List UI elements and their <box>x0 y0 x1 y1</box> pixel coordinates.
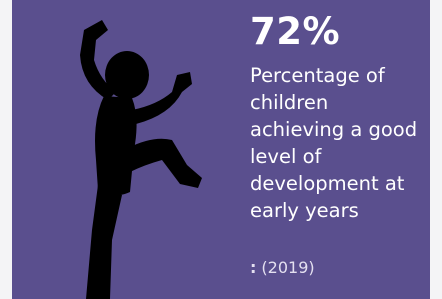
stat-value: 72% <box>250 10 340 53</box>
note-prefix: : <box>250 258 256 277</box>
stat-card: 72% Percentage of children achieving a g… <box>12 0 430 299</box>
stat-description: Percentage of children achieving a good … <box>250 62 428 224</box>
child-silhouette <box>12 0 242 299</box>
page: 72% Percentage of children achieving a g… <box>0 0 442 299</box>
note-year: (2019) <box>261 258 314 277</box>
stat-note: : (2019) <box>250 258 315 277</box>
